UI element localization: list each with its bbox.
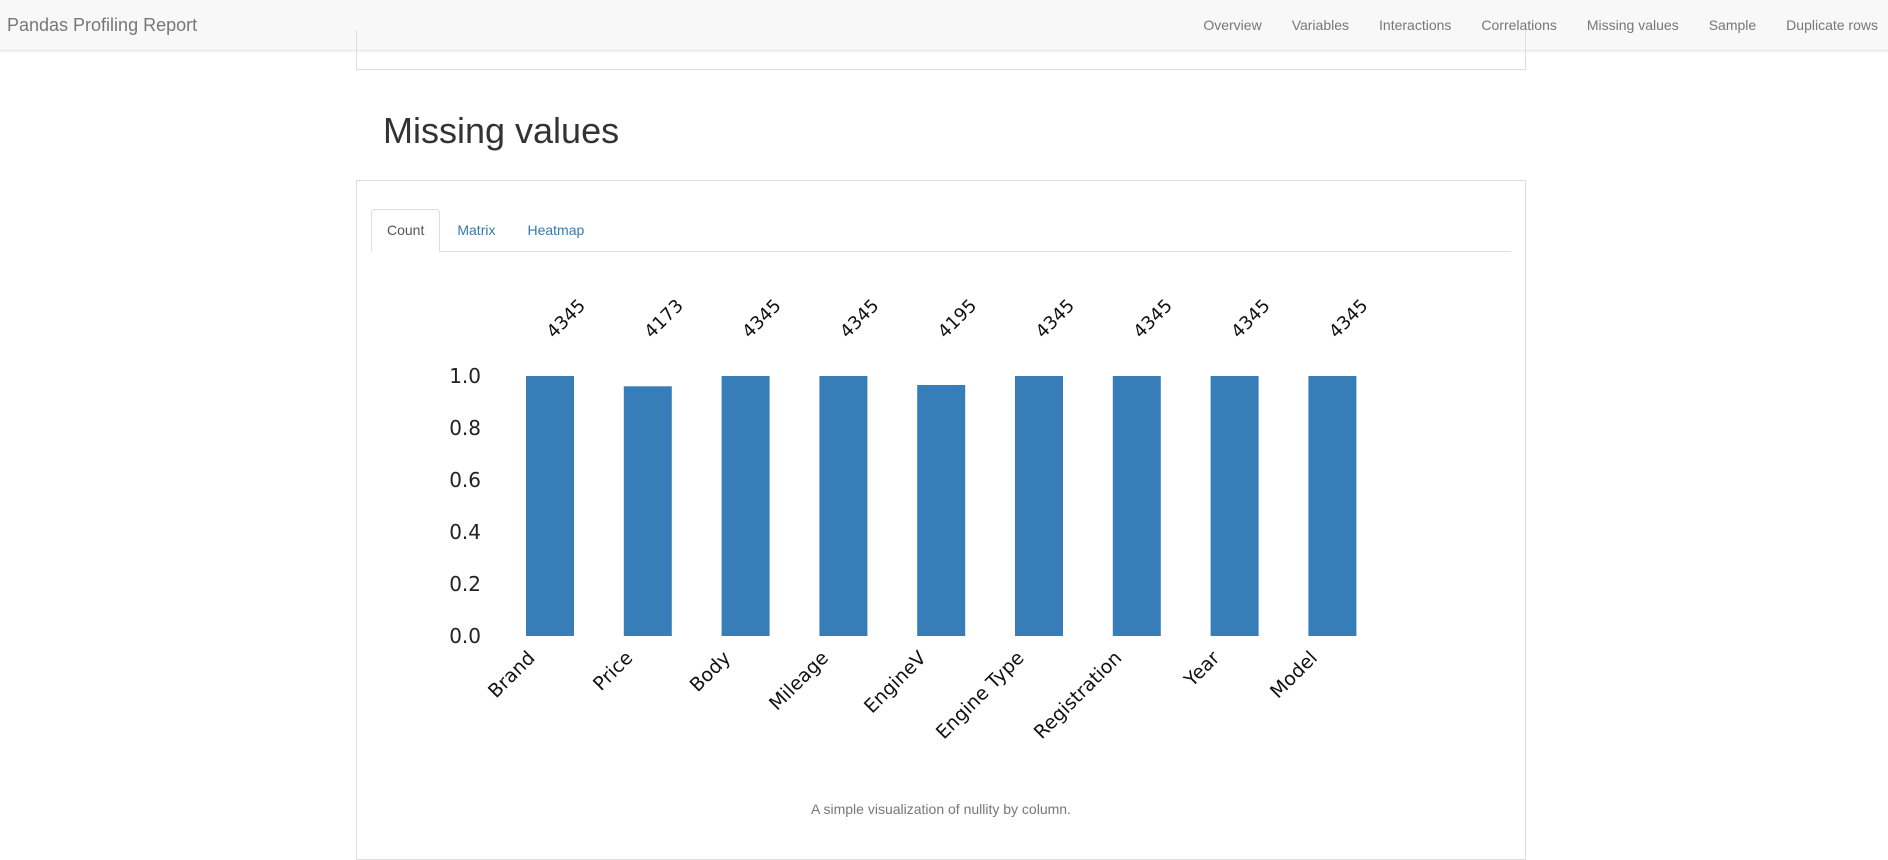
x-tick-label: EngineV bbox=[860, 647, 931, 718]
nullity-count-chart: 0.0 0.2 0.4 0.6 0.8 1.0 4345 4173 4345 4345 4195 4… bbox=[449, 295, 1372, 744]
y-tick-label: 1.0 bbox=[449, 364, 481, 388]
bar-count-label: 4345 bbox=[1032, 295, 1079, 342]
bar-engine-type bbox=[1015, 376, 1063, 636]
x-tick-label: Year bbox=[1179, 647, 1224, 692]
x-tick-label: Model bbox=[1266, 647, 1322, 703]
nav-link-sample[interactable]: Sample bbox=[1708, 17, 1757, 33]
x-tick-label: Engine Type bbox=[932, 647, 1029, 744]
bar-body bbox=[721, 376, 770, 636]
tab-bar: Count Matrix Heatmap bbox=[371, 209, 1511, 252]
y-tick-label: 0.4 bbox=[449, 520, 481, 544]
y-tick-label: 0.0 bbox=[449, 624, 481, 648]
bar-price bbox=[623, 386, 672, 636]
nav-link-overview[interactable]: Overview bbox=[1203, 17, 1262, 33]
bar-count-label: 4345 bbox=[1129, 295, 1176, 342]
bar-registration bbox=[1112, 376, 1161, 636]
x-tick-label: Body bbox=[686, 647, 735, 696]
x-tick-label: Brand bbox=[484, 647, 540, 703]
bar-year bbox=[1210, 376, 1259, 636]
section-title: Missing values bbox=[383, 110, 620, 151]
bar-count-label: 4345 bbox=[543, 295, 590, 342]
previous-section-panel bbox=[356, 30, 1526, 70]
y-tick-label: 0.2 bbox=[449, 572, 481, 596]
tab-count[interactable]: Count bbox=[371, 209, 441, 252]
nav-link-correlations[interactable]: Correlations bbox=[1481, 17, 1557, 33]
navbar: Pandas Profiling Report Overview Variabl… bbox=[0, 0, 1888, 51]
bar-count-label: 4345 bbox=[836, 295, 883, 342]
nav-link-variables[interactable]: Variables bbox=[1291, 17, 1350, 33]
x-tick-label: Price bbox=[589, 647, 637, 695]
bar-mileage bbox=[819, 376, 868, 636]
y-tick-label: 0.6 bbox=[449, 468, 481, 492]
bar-enginev bbox=[917, 384, 966, 636]
brand-link[interactable]: Pandas Profiling Report bbox=[7, 15, 198, 35]
bar-model bbox=[1308, 376, 1357, 636]
bar-count-label: 4173 bbox=[640, 295, 687, 342]
x-tick-label: Registration bbox=[1030, 647, 1127, 744]
x-tick-label: Mileage bbox=[765, 647, 833, 715]
tab-matrix[interactable]: Matrix bbox=[457, 222, 496, 238]
bar-count-label: 4345 bbox=[1227, 295, 1274, 342]
missing-values-panel: Count Matrix Heatmap 0.0 0.2 0.4 0.6 0.8 1.0 … bbox=[356, 180, 1526, 860]
tab-heatmap[interactable]: Heatmap bbox=[527, 222, 585, 238]
bar-brand bbox=[526, 376, 574, 636]
bar-count-label: 4195 bbox=[934, 295, 981, 342]
y-tick-label: 0.8 bbox=[449, 416, 481, 440]
nav-links: Overview Variables Interactions Correlat… bbox=[1188, 0, 1888, 51]
chart-caption: A simple visualization of nullity by col… bbox=[811, 801, 1071, 817]
nav-link-missing-values[interactable]: Missing values bbox=[1586, 17, 1679, 33]
nav-link-interactions[interactable]: Interactions bbox=[1379, 17, 1452, 33]
bar-count-label: 4345 bbox=[1325, 295, 1372, 342]
bar-count-label: 4345 bbox=[738, 295, 785, 342]
nav-link-duplicate-rows[interactable]: Duplicate rows bbox=[1786, 17, 1878, 33]
